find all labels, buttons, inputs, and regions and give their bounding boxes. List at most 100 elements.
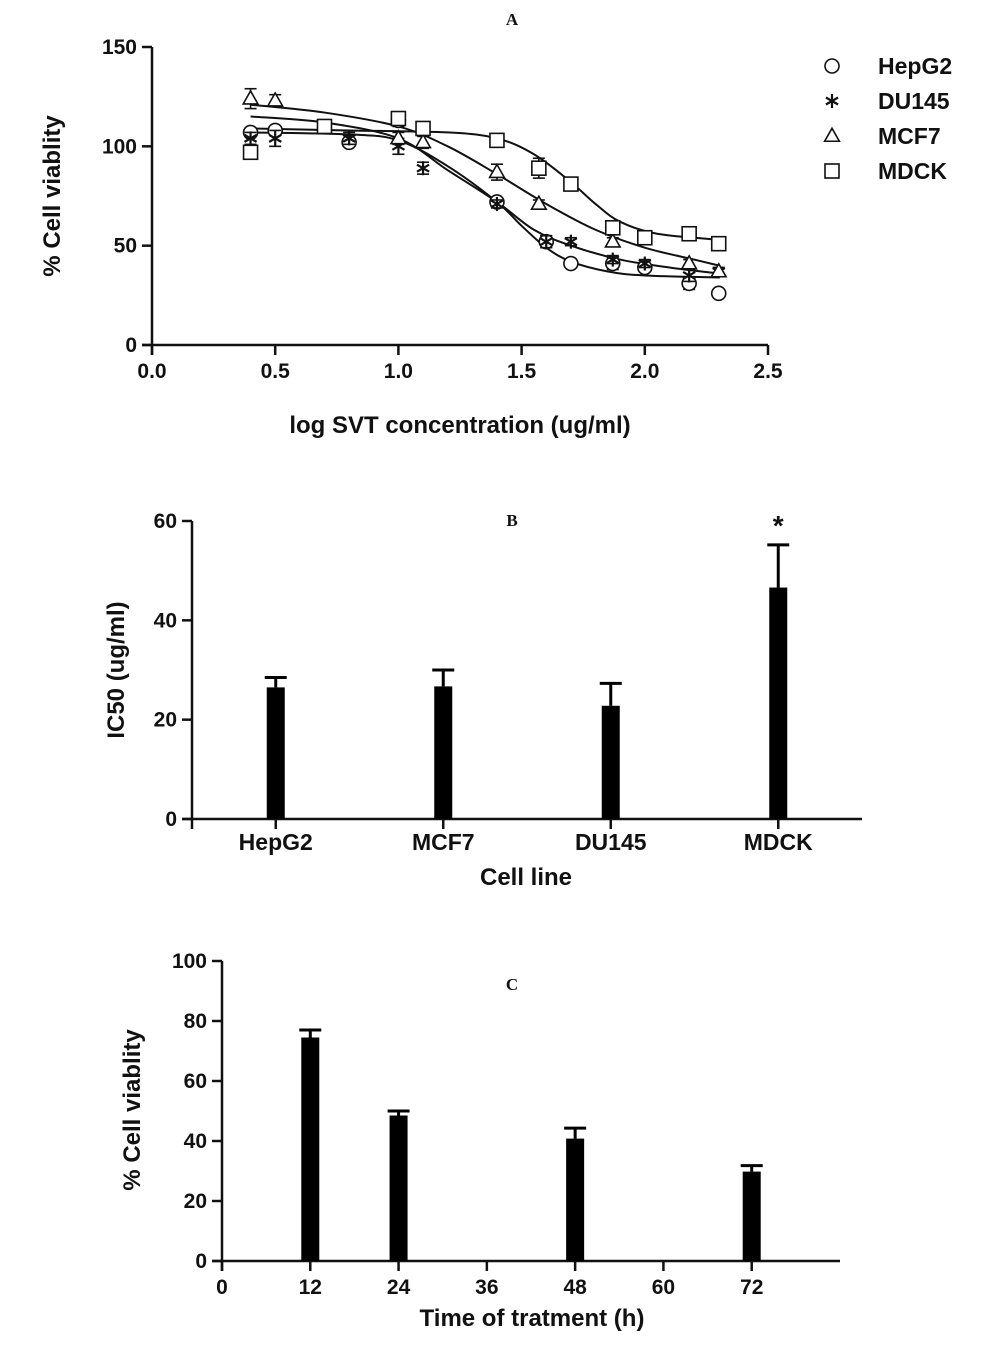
- panel-b-bar-mcf7: [434, 686, 453, 819]
- panel-a-point-mcf7: [389, 129, 408, 145]
- panel-a-x-tick-label: 2.0: [630, 360, 659, 383]
- panel-a-point-mdck: [604, 219, 621, 236]
- panel-c-error-bar-48h: [564, 1126, 587, 1139]
- panel-a-point-mdck: [636, 229, 653, 246]
- panel-b-bar-du145: [601, 705, 620, 819]
- legend-label-du145: DU145: [878, 88, 950, 114]
- panel-a-point-du145: [416, 161, 430, 176]
- panel-a-point-du145: [539, 234, 553, 249]
- panel-a-point-mcf7: [709, 262, 728, 278]
- panel-a-x-tick-label: 2.5: [753, 360, 783, 383]
- panel-c-error-bar-24h: [387, 1109, 410, 1116]
- panel-c-y-tick-label: 60: [184, 1070, 207, 1093]
- panel-a-point-mcf7: [604, 232, 622, 248]
- legend-marker-mdck: [824, 163, 840, 179]
- panel-a-y-tick-label: 0: [125, 334, 137, 357]
- panel-a-point-du145-stroke: [268, 133, 282, 143]
- panel-a-point-du145-stroke: [606, 255, 620, 265]
- panel-b-error-bar-mdck: [767, 543, 790, 588]
- panel-a-point-hepg2: [563, 255, 579, 272]
- panel-c-x-tick-label: 24: [387, 1276, 411, 1299]
- panel-c-error-bar-72h: [740, 1164, 763, 1172]
- panel-a-point-du145-stroke: [416, 163, 430, 173]
- panel-a-point-du145: [638, 256, 652, 271]
- panel-a-point-mdck: [390, 110, 407, 127]
- panel-a-y-axis-label: % Cell viablity: [39, 115, 66, 277]
- legend-label-hepg2: HepG2: [878, 53, 952, 79]
- panel-a-point-mcf7: [488, 162, 506, 179]
- panel-a-fit-curve-hepg2: [250, 131, 719, 279]
- panel-a-point-mcf7: [241, 89, 260, 105]
- panel-a-point-du145: [490, 196, 504, 211]
- panel-b-significance-star: *: [773, 510, 784, 541]
- panel-c-x-tick-label: 0: [216, 1276, 228, 1299]
- panel-c-y-tick-label: 0: [195, 1250, 207, 1273]
- panel-c-y-tick-label: 80: [184, 1010, 207, 1033]
- panel-a-legend: HepG2 DU145 MCF7 MDCK: [823, 53, 952, 184]
- legend-marker-du145: [825, 94, 839, 108]
- panel-a-point-du145: [682, 268, 696, 283]
- panel-b-y-tick-label: 20: [154, 709, 177, 732]
- panel-a-letter: A: [506, 10, 519, 29]
- legend-marker-du145-stroke: [825, 96, 839, 106]
- panel-c-y-tick-label: 40: [184, 1130, 207, 1153]
- panel-a-point-mdck: [415, 120, 431, 137]
- panel-c-x-tick-label: 72: [740, 1276, 763, 1299]
- panel-a-point-du145-stroke: [490, 199, 504, 209]
- panel-a-fit-curve-mdck: [250, 127, 719, 241]
- panel-b-x-axis-label: Cell line: [480, 864, 572, 891]
- panel-c-x-tick-label: 60: [652, 1276, 675, 1299]
- panel-c-bar-72h: [742, 1171, 761, 1261]
- panel-a-point-mdck: [316, 118, 333, 135]
- panel-c-x-tick-label: 36: [475, 1276, 498, 1299]
- panel-a-x-tick-label: 0.5: [261, 360, 291, 383]
- panel-a-point-du145: [342, 131, 356, 146]
- legend-marker-hepg2: [824, 58, 840, 74]
- panel-a-point-du145: [606, 252, 620, 267]
- panel-b-bar-hepg2: [266, 687, 285, 819]
- panel-a-point-du145: [268, 131, 282, 146]
- panel-b-y-axis-label: IC50 (ug/ml): [103, 601, 130, 738]
- panel-a-y-tick-label: 150: [102, 36, 137, 59]
- panel-b-y-tick-label: 0: [165, 808, 177, 831]
- panel-a-point-mdck: [563, 176, 579, 192]
- panel-a-point-mdck: [489, 132, 505, 149]
- panel-a-point-du145: [243, 131, 258, 146]
- legend-label-mcf7: MCF7: [878, 123, 941, 149]
- panel-c-error-bar-12h: [299, 1028, 322, 1038]
- panel-a-point-du145-stroke: [564, 237, 578, 247]
- panel-c-x-tick-label: 48: [563, 1276, 587, 1299]
- panel-a-y-tick-label: 100: [102, 135, 137, 158]
- panel-c-bar-24h: [389, 1115, 408, 1261]
- panel-c-bar-48h: [566, 1138, 585, 1261]
- panel-a-point-du145-stroke: [682, 271, 696, 280]
- panel-a-point-hepg2: [710, 285, 727, 302]
- panel-a-point-mcf7: [266, 91, 284, 107]
- panel-c-y-tick-label: 20: [184, 1190, 207, 1213]
- panel-a-point-du145-stroke: [243, 133, 258, 143]
- panel-b-y-tick-label: 40: [154, 609, 177, 632]
- panel-b-error-bar-mcf7: [432, 668, 455, 687]
- panel-b-letter: B: [506, 511, 517, 530]
- panel-b-category-label-mcf7: MCF7: [412, 829, 475, 855]
- panel-c-y-tick-label: 100: [172, 950, 207, 973]
- panel-a-point-du145: [564, 234, 578, 249]
- panel-a-point-mdck: [242, 144, 259, 161]
- panel-a-point-mdck: [531, 160, 547, 176]
- panel-a-point-du145-stroke: [638, 259, 652, 268]
- panel-c-y-axis-label: % Cell viablity: [119, 1029, 146, 1191]
- panel-c-x-tick-label: 12: [299, 1276, 322, 1299]
- panel-b-y-tick-label: 60: [154, 510, 177, 533]
- panel-b-category-label-du145: DU145: [575, 829, 647, 855]
- panel-a-point-du145-stroke: [342, 133, 356, 143]
- panel-a-point-mcf7: [414, 133, 432, 149]
- panel-a-point-mcf7: [530, 194, 548, 210]
- panel-a-x-tick-label: 0.0: [137, 360, 166, 383]
- legend-label-mdck: MDCK: [878, 158, 947, 184]
- panel-a-point-mdck: [681, 225, 697, 242]
- panel-b-error-bar-du145: [599, 681, 622, 706]
- panel-b-bar-mdck: [769, 587, 788, 819]
- panel-a-line-chart: A 0.0 0.5 1.0 1.5 2.0 2.5 0 50 100 150 log SVT co…: [39, 10, 952, 439]
